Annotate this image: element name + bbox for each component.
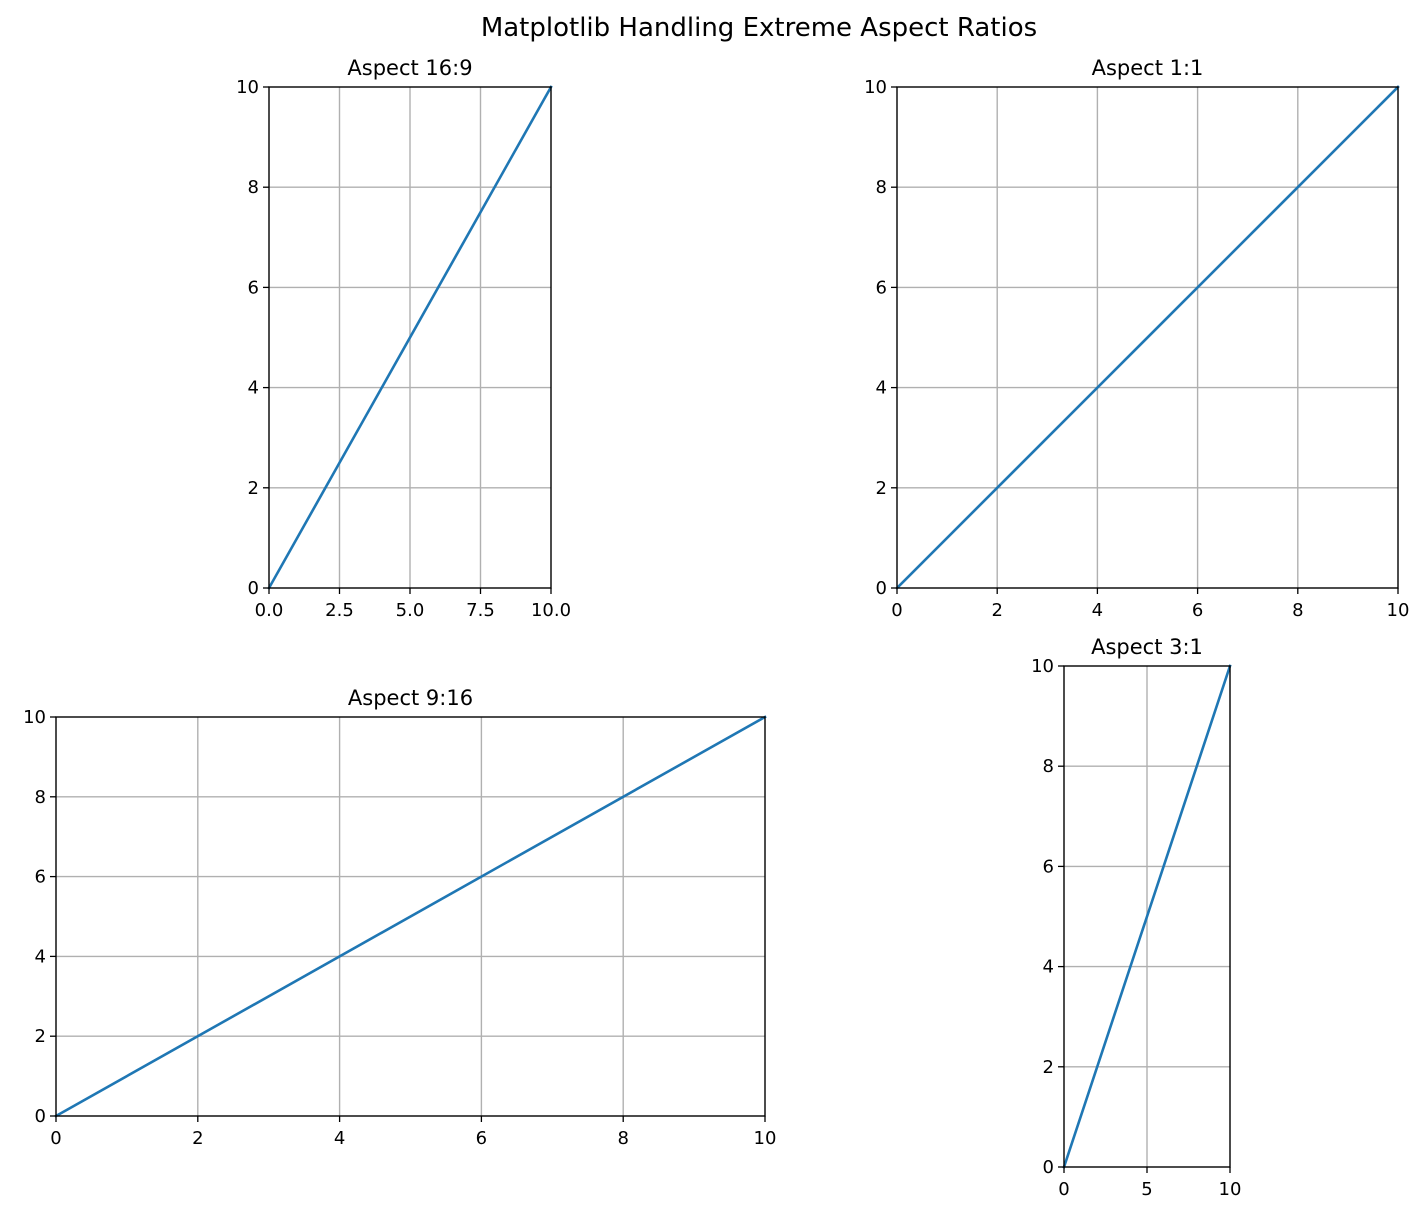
x-tick-label: 6	[1192, 600, 1203, 621]
axes-frame	[896, 86, 1399, 589]
y-tick-label: 0	[248, 578, 259, 599]
subplot-aspect-1-1: 0 2 4 6 8 10 0 2 4 6 8 10 Aspect 1:1	[864, 56, 1409, 621]
x-tick-label: 2.5	[325, 600, 354, 621]
series-line	[54, 715, 767, 1118]
y-tick-label: 10	[864, 77, 887, 98]
y-tick-label: 6	[876, 277, 887, 298]
series-line	[1062, 664, 1232, 1169]
y-tick-label: 0	[35, 1106, 46, 1127]
x-tick-label: 10.0	[531, 600, 571, 621]
x-tick-label: 8	[1292, 600, 1303, 621]
y-tick-label: 10	[1031, 656, 1054, 677]
x-tick-label: 7.5	[466, 600, 495, 621]
x-tick-label: 10	[754, 1128, 777, 1149]
subplot-aspect-16-9: 0.0 2.5 5.0 7.5 10.0 0 2 4 6 8 10 Aspect 16:9	[236, 56, 571, 621]
subplot-title: Aspect 1:1	[1092, 56, 1204, 80]
y-tick-label: 4	[876, 378, 887, 399]
y-tick-label: 2	[248, 478, 259, 499]
axes-frame	[55, 716, 766, 1117]
y-tick-label: 8	[876, 177, 887, 198]
subplot-aspect-9-16: 0 2 4 6 8 10 0 2 4 6 8 10 Aspect 9:16	[23, 686, 776, 1149]
x-tick-label: 0	[50, 1128, 61, 1149]
x-tick-label: 5.0	[396, 600, 425, 621]
x-tick-label: 0.0	[255, 600, 284, 621]
figure-title: Matplotlib Handling Extreme Aspect Ratio…	[481, 13, 1037, 43]
x-tick-label: 2	[192, 1128, 203, 1149]
y-tick-label: 10	[23, 707, 46, 728]
y-tick-label: 2	[876, 478, 887, 499]
y-tick-label: 0	[876, 578, 887, 599]
y-tick-label: 4	[1043, 957, 1054, 978]
subplot-title: Aspect 16:9	[347, 56, 472, 80]
series-line	[267, 85, 553, 590]
axes-container: 0.0 2.5 5.0 7.5 10.0 0 2 4 6 8 10 Aspect 16:9 0 2 4 6 8 1…	[23, 56, 1409, 1200]
y-tick-label: 8	[248, 177, 259, 198]
x-tick-label: 5	[1141, 1179, 1152, 1200]
subplot-aspect-3-1: 0 5 10 0 2 4 6 8 10 Aspect 3:1	[1031, 635, 1241, 1200]
y-tick-label: 10	[236, 77, 259, 98]
x-tick-label: 4	[334, 1128, 345, 1149]
y-tick-label: 8	[35, 787, 46, 808]
x-tick-label: 0	[891, 600, 902, 621]
y-tick-label: 2	[35, 1026, 46, 1047]
x-tick-label: 2	[991, 600, 1002, 621]
series-line	[895, 85, 1400, 590]
x-tick-label: 8	[617, 1128, 628, 1149]
subplot-title: Aspect 3:1	[1091, 635, 1203, 659]
y-tick-label: 6	[35, 867, 46, 888]
y-tick-label: 0	[1043, 1157, 1054, 1178]
y-tick-label: 4	[35, 946, 46, 967]
y-tick-label: 6	[248, 277, 259, 298]
x-tick-label: 10	[1387, 600, 1410, 621]
y-tick-label: 4	[248, 378, 259, 399]
y-tick-label: 2	[1043, 1057, 1054, 1078]
x-tick-label: 6	[476, 1128, 487, 1149]
x-tick-label: 10	[1219, 1179, 1242, 1200]
y-tick-label: 8	[1043, 756, 1054, 777]
x-tick-label: 0	[1058, 1179, 1069, 1200]
x-tick-label: 4	[1092, 600, 1103, 621]
y-tick-label: 6	[1043, 856, 1054, 877]
subplot-title: Aspect 9:16	[348, 686, 473, 710]
